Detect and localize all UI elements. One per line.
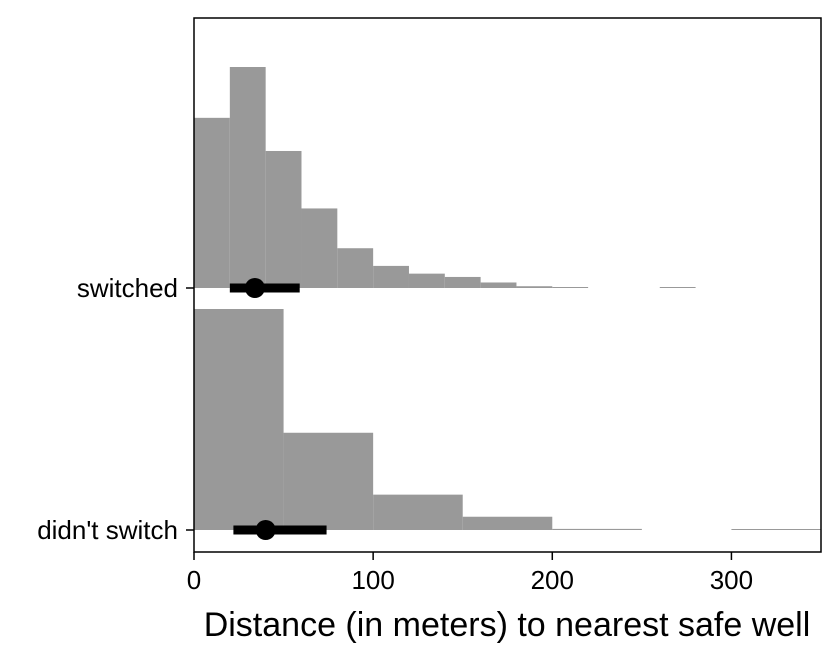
x-tick-label: 300 bbox=[710, 565, 753, 595]
hist-bar-switched-7 bbox=[444, 276, 481, 288]
y-axis: switched didn't switch bbox=[37, 273, 194, 545]
hist-bar-switched-13 bbox=[659, 287, 696, 288]
hist-bar-switched-0 bbox=[194, 117, 230, 288]
x-axis-label: Distance (in meters) to nearest safe wel… bbox=[204, 606, 811, 644]
plot-panel-border bbox=[193, 17, 822, 553]
hist-bar-switched-1 bbox=[229, 67, 266, 288]
x-tick-label: 100 bbox=[351, 565, 394, 595]
hist-bar-switched-9 bbox=[516, 286, 553, 288]
hist-bar-didn-t-switch-6 bbox=[731, 529, 821, 530]
x-tick-label: 0 bbox=[187, 565, 201, 595]
point-intervals bbox=[229, 278, 327, 540]
x-axis: 0 100 200 300 bbox=[187, 552, 753, 595]
hist-bar-switched-10 bbox=[552, 287, 589, 288]
histogram-bars bbox=[194, 67, 821, 530]
hist-bar-switched-8 bbox=[480, 282, 517, 288]
hist-bar-didn-t-switch-1 bbox=[283, 432, 374, 530]
hist-bar-switched-6 bbox=[408, 273, 445, 288]
hist-bar-switched-4 bbox=[337, 248, 374, 288]
x-tick-label: 200 bbox=[531, 565, 574, 595]
hist-bar-didn-t-switch-2 bbox=[373, 494, 463, 530]
y-tick-label-didn-t-switch: didn't switch bbox=[37, 515, 178, 545]
median-point-switched bbox=[244, 278, 265, 298]
y-tick-label-switched: switched bbox=[77, 273, 178, 303]
hist-bar-didn-t-switch-4 bbox=[552, 528, 642, 530]
median-point-didn-t-switch bbox=[255, 520, 276, 540]
hist-bar-switched-3 bbox=[301, 208, 338, 288]
hist-bar-didn-t-switch-3 bbox=[462, 516, 553, 530]
hist-bar-didn-t-switch-0 bbox=[194, 309, 284, 530]
hist-bar-switched-2 bbox=[265, 150, 302, 288]
hist-bar-switched-5 bbox=[373, 265, 409, 288]
